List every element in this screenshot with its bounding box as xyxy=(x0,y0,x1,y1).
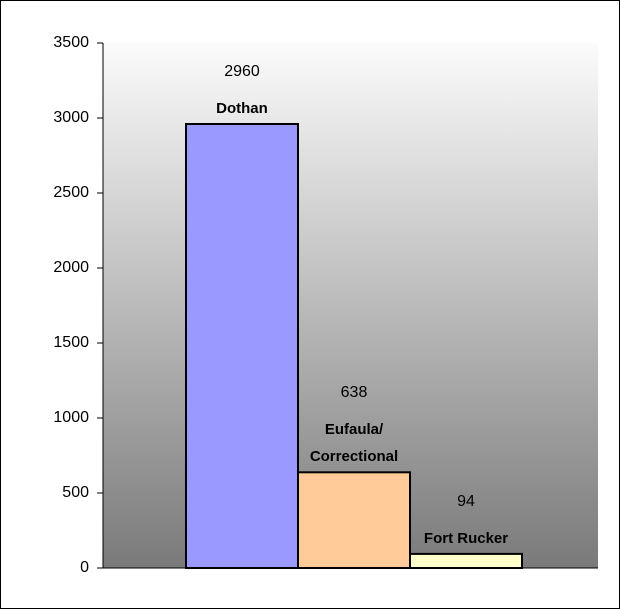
category-label: Fort Rucker xyxy=(423,529,509,547)
y-tick-label: 1500 xyxy=(53,334,89,351)
y-tick-label: 1000 xyxy=(53,409,89,426)
y-tick-label: 2000 xyxy=(53,259,89,276)
bar-label: 2960 Dothan xyxy=(182,63,302,122)
bar-label: 94 Fort Rucker xyxy=(406,493,526,552)
value-label: 94 xyxy=(457,492,475,510)
y-tick-label: 2500 xyxy=(53,184,89,201)
bar xyxy=(409,552,523,570)
category-label: Dothan xyxy=(216,100,268,117)
y-tick-label: 3000 xyxy=(53,109,89,126)
y-tick-label: 0 xyxy=(80,559,89,576)
category-label: Eufaula/ Correctional xyxy=(309,421,399,466)
value-label: 638 xyxy=(340,384,368,402)
value-label: 2960 xyxy=(224,63,260,80)
bar xyxy=(185,123,299,569)
y-tick-label: 500 xyxy=(62,484,89,501)
y-tick-label: 3500 xyxy=(53,34,89,51)
bar xyxy=(297,471,411,569)
bar-label: 638 Eufaula/ Correctional xyxy=(294,384,414,470)
